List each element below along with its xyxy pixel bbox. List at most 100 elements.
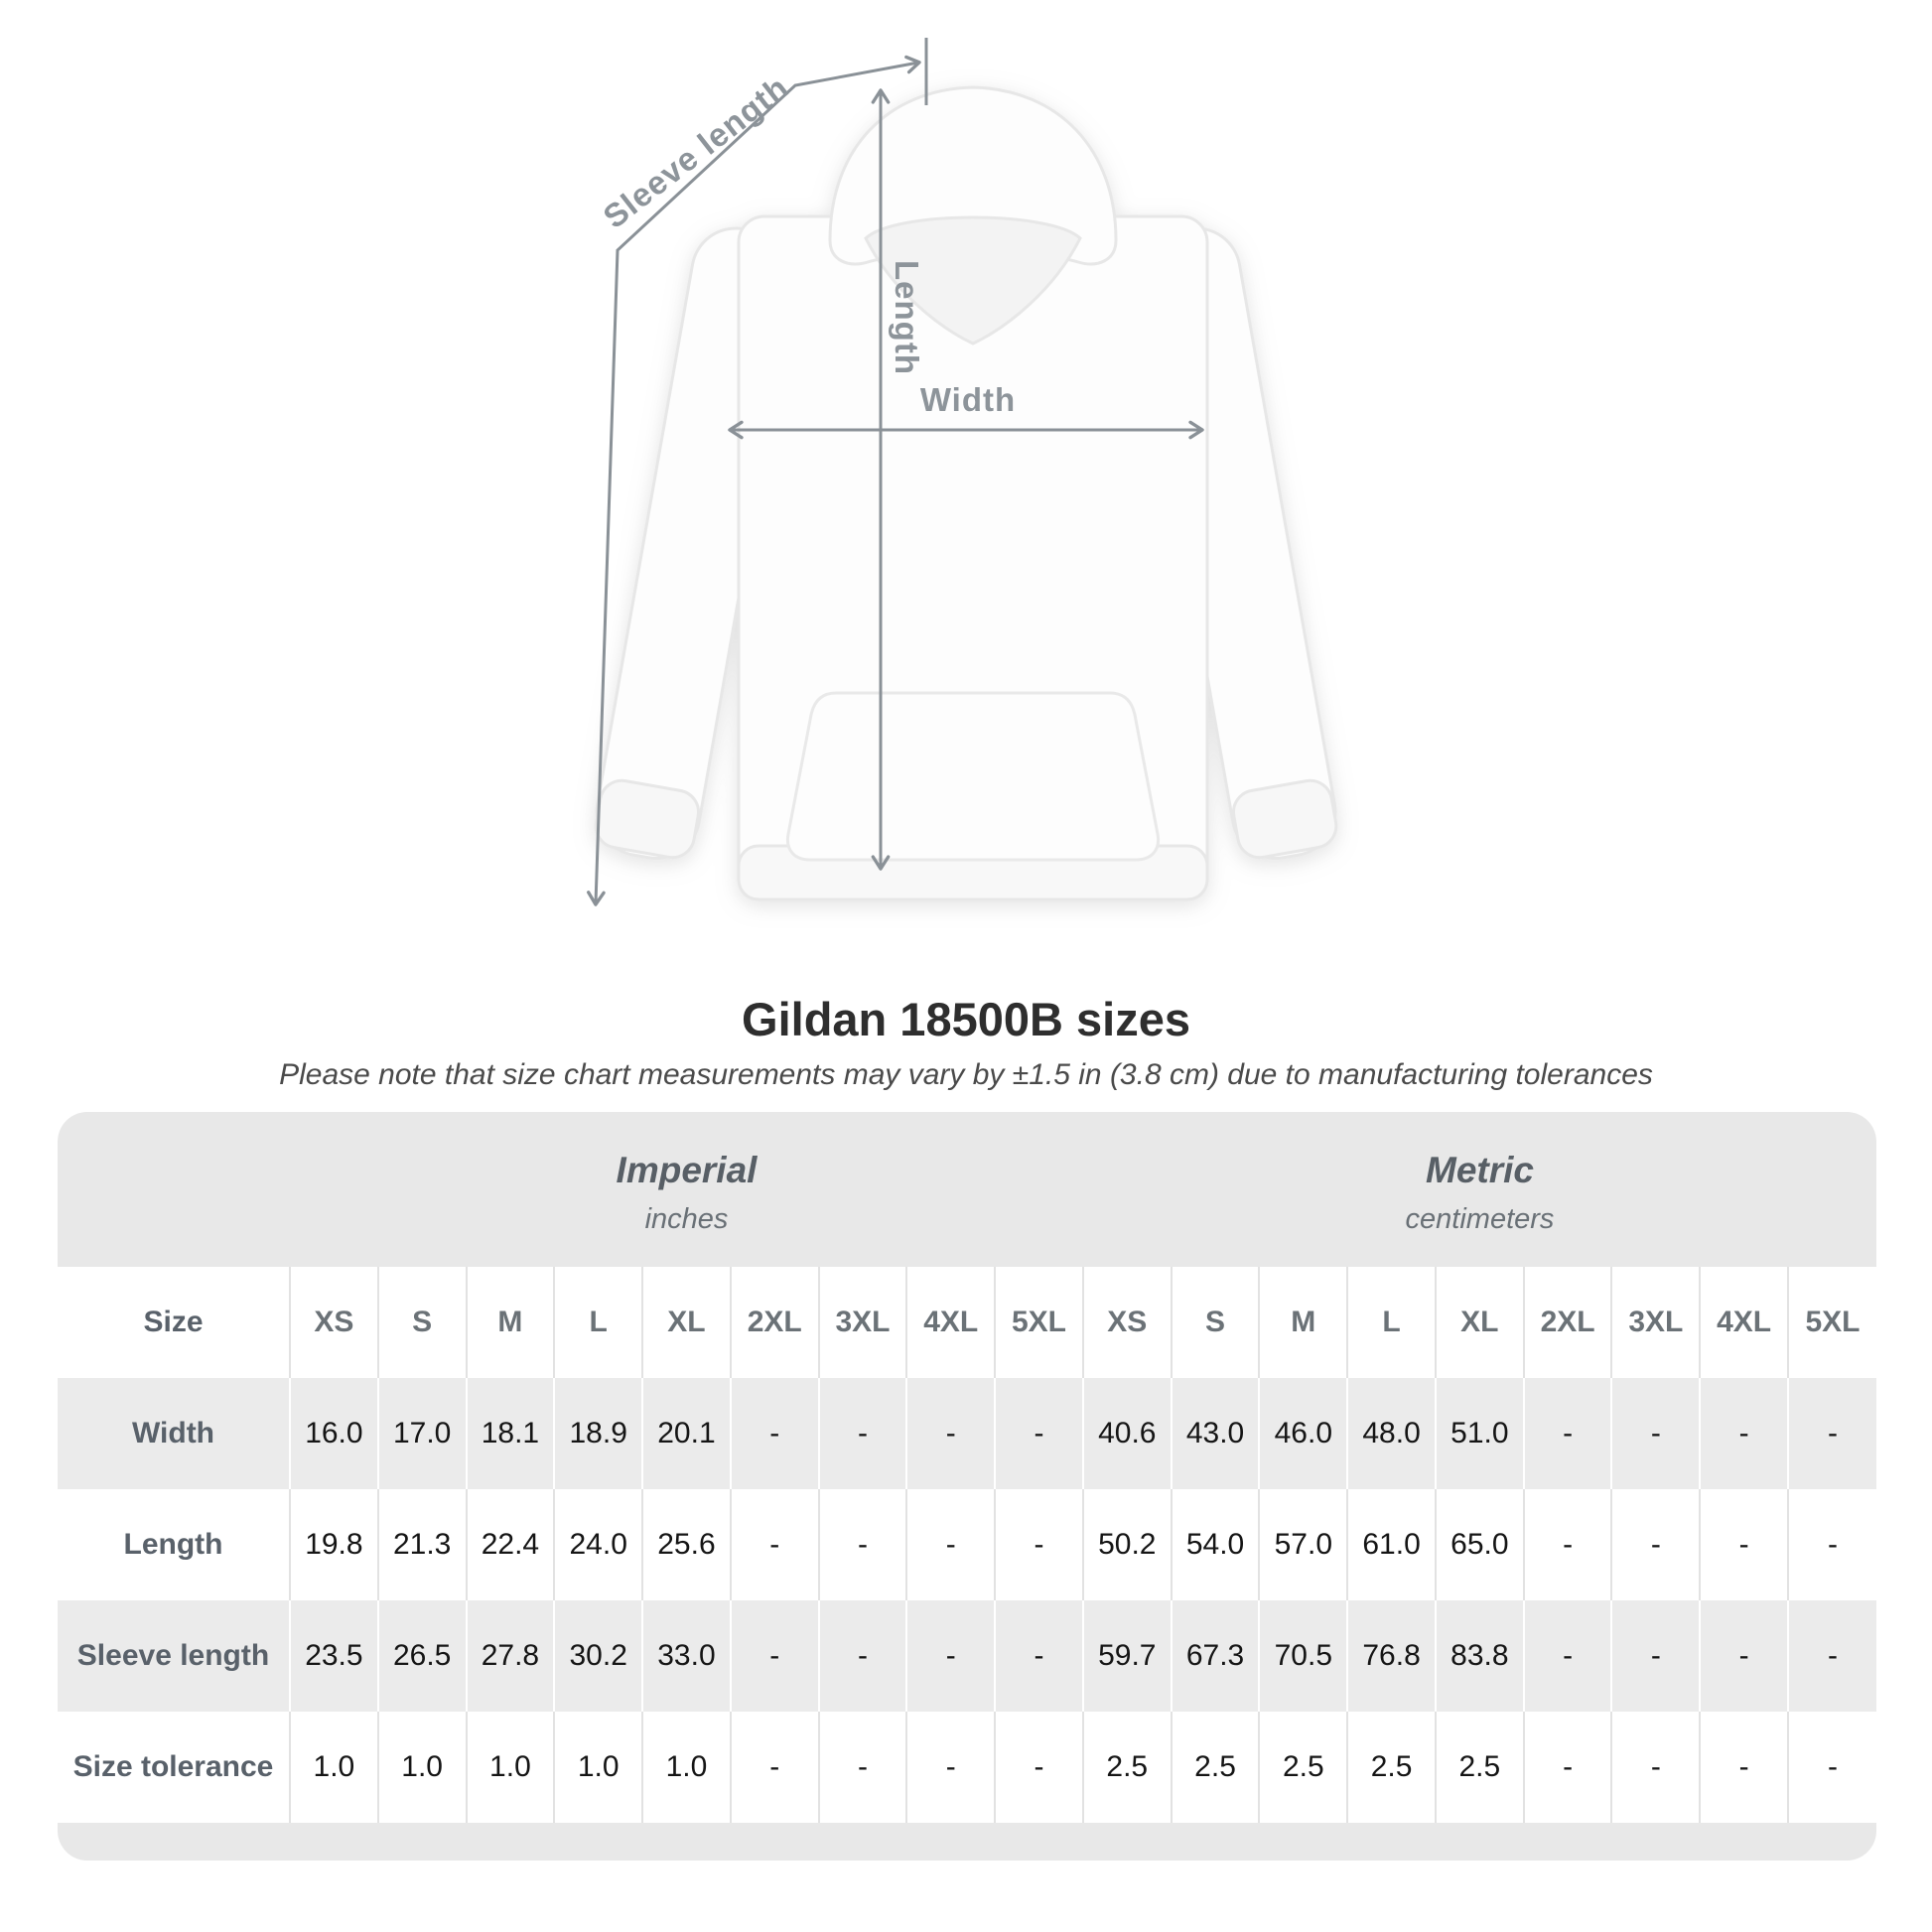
value-cell: 2.5 — [1346, 1712, 1436, 1823]
size-col: M — [465, 1267, 555, 1378]
value-cell: 54.0 — [1170, 1489, 1260, 1600]
value-cell: 25.6 — [641, 1489, 731, 1600]
value-cell: 46.0 — [1258, 1378, 1348, 1489]
value-cell: 27.8 — [465, 1600, 555, 1712]
value-cell: 24.0 — [553, 1489, 643, 1600]
value-cell: 17.0 — [376, 1378, 467, 1489]
size-col: 3XL — [1610, 1267, 1701, 1378]
imperial-unit: inches — [644, 1202, 729, 1235]
value-cell: - — [994, 1600, 1083, 1712]
value-cell: 51.0 — [1434, 1378, 1524, 1489]
value-cell: 1.0 — [553, 1712, 643, 1823]
value-cell: 1.0 — [289, 1712, 378, 1823]
table-header-row: Size XS S M L XL 2XL 3XL 4XL 5XL XS S M … — [58, 1267, 1876, 1378]
value-cell: 67.3 — [1170, 1600, 1260, 1712]
row-label: Size tolerance — [58, 1712, 290, 1823]
size-table-card: Imperial inches Metric centimeters Size … — [58, 1112, 1876, 1861]
page-title: Gildan 18500B sizes — [742, 993, 1190, 1045]
size-col: M — [1258, 1267, 1348, 1378]
value-cell: 61.0 — [1346, 1489, 1436, 1600]
row-label: Length — [58, 1489, 290, 1600]
size-col: 4XL — [1699, 1267, 1789, 1378]
row-label: Sleeve length — [58, 1600, 290, 1712]
tolerance-note: Please note that size chart measurements… — [279, 1058, 1653, 1091]
value-cell: 2.5 — [1170, 1712, 1260, 1823]
value-cell: - — [1699, 1712, 1789, 1823]
value-cell: 18.9 — [553, 1378, 643, 1489]
value-cell: - — [994, 1489, 1083, 1600]
value-cell: - — [1522, 1489, 1612, 1600]
unit-header-spacer — [58, 1112, 290, 1267]
value-cell: - — [1522, 1600, 1612, 1712]
value-cell: 19.8 — [289, 1489, 378, 1600]
value-cell: 50.2 — [1081, 1489, 1172, 1600]
table-row-sleeve-length: Sleeve length 23.5 26.5 27.8 30.2 33.0 -… — [58, 1600, 1876, 1712]
value-cell: 65.0 — [1434, 1489, 1524, 1600]
value-cell: 21.3 — [376, 1489, 467, 1600]
sleeve-length-arrow — [587, 55, 921, 906]
value-cell: 70.5 — [1258, 1600, 1348, 1712]
size-col: XL — [1434, 1267, 1524, 1378]
value-cell: 23.5 — [289, 1600, 378, 1712]
value-cell: 43.0 — [1170, 1378, 1260, 1489]
table-row-size-tolerance: Size tolerance 1.0 1.0 1.0 1.0 1.0 - - -… — [58, 1712, 1876, 1823]
size-header: Size — [58, 1267, 290, 1378]
value-cell: - — [1522, 1712, 1612, 1823]
hoodie-diagram: Sleeve length Length Width — [587, 38, 1338, 906]
table-row-length: Length 19.8 21.3 22.4 24.0 25.6 - - - - … — [58, 1489, 1876, 1600]
size-col: XS — [289, 1267, 378, 1378]
value-cell: 16.0 — [289, 1378, 378, 1489]
value-cell: 48.0 — [1346, 1378, 1436, 1489]
value-cell: 57.0 — [1258, 1489, 1348, 1600]
size-col: 4XL — [905, 1267, 996, 1378]
value-cell: - — [817, 1489, 907, 1600]
hoodie-pocket — [785, 691, 1161, 862]
width-label: Width — [920, 381, 1016, 418]
value-cell: 30.2 — [553, 1600, 643, 1712]
value-cell: - — [1610, 1600, 1701, 1712]
value-cell: - — [817, 1378, 907, 1489]
value-cell: 1.0 — [376, 1712, 467, 1823]
size-col: XL — [641, 1267, 731, 1378]
hoodie-right-cuff — [1231, 778, 1338, 860]
value-cell: - — [994, 1712, 1083, 1823]
value-cell: 18.1 — [465, 1378, 555, 1489]
value-cell: - — [1699, 1600, 1789, 1712]
metric-group-header: Metric centimeters — [1083, 1112, 1876, 1267]
value-cell: - — [1699, 1489, 1789, 1600]
size-col: S — [376, 1267, 467, 1378]
value-cell: 2.5 — [1258, 1712, 1348, 1823]
value-cell: - — [1787, 1712, 1876, 1823]
value-cell: - — [1787, 1489, 1876, 1600]
size-col: XS — [1081, 1267, 1172, 1378]
value-cell: - — [1787, 1378, 1876, 1489]
value-cell: - — [729, 1712, 819, 1823]
size-col: S — [1170, 1267, 1260, 1378]
value-cell: 20.1 — [641, 1378, 731, 1489]
value-cell: 33.0 — [641, 1600, 731, 1712]
length-label: Length — [889, 260, 925, 375]
value-cell: 59.7 — [1081, 1600, 1172, 1712]
value-cell: - — [905, 1712, 996, 1823]
value-cell: - — [817, 1712, 907, 1823]
value-cell: 2.5 — [1081, 1712, 1172, 1823]
size-col: 2XL — [1522, 1267, 1612, 1378]
unit-header: Imperial inches Metric centimeters — [58, 1112, 1876, 1267]
metric-unit: centimeters — [1405, 1202, 1555, 1235]
table-row-width: Width 16.0 17.0 18.1 18.9 20.1 - - - - 4… — [58, 1378, 1876, 1489]
size-col: L — [1346, 1267, 1436, 1378]
imperial-group-header: Imperial inches — [290, 1112, 1083, 1267]
value-cell: 76.8 — [1346, 1600, 1436, 1712]
value-cell: - — [1787, 1600, 1876, 1712]
value-cell: 40.6 — [1081, 1378, 1172, 1489]
row-label: Width — [58, 1378, 290, 1489]
value-cell: - — [729, 1378, 819, 1489]
size-col: L — [553, 1267, 643, 1378]
size-table: Size XS S M L XL 2XL 3XL 4XL 5XL XS S M … — [58, 1267, 1876, 1823]
value-cell: 83.8 — [1434, 1600, 1524, 1712]
value-cell: 2.5 — [1434, 1712, 1524, 1823]
value-cell: 26.5 — [376, 1600, 467, 1712]
value-cell: - — [1522, 1378, 1612, 1489]
imperial-label: Imperial — [616, 1149, 758, 1190]
